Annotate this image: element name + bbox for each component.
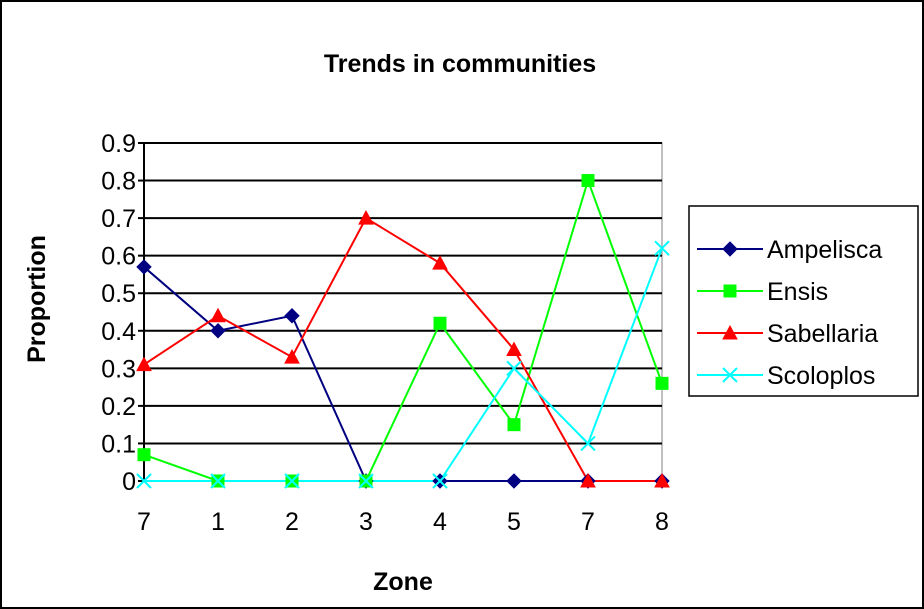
data-point-sabellaria xyxy=(654,472,670,488)
data-point-ampelisca xyxy=(284,308,300,324)
x-tick-label: 7 xyxy=(137,508,151,536)
legend-marker xyxy=(722,367,738,383)
x-tick-label: 3 xyxy=(359,508,373,536)
legend-label: Sabellaria xyxy=(767,320,878,348)
data-point-ensis xyxy=(137,448,151,462)
y-tick-labels: 0 0.1 0.2 0.3 0.4 0.5 0.6 0.7 0.8 0.9 xyxy=(101,130,136,496)
data-point-ensis xyxy=(433,316,447,330)
data-point-ampelisca xyxy=(210,323,226,339)
gridlines xyxy=(144,142,662,445)
legend-marker xyxy=(723,284,737,298)
data-point-scoloplos xyxy=(136,473,152,489)
y-tick-label: 0 xyxy=(122,468,136,496)
legend-marker xyxy=(722,241,738,257)
x-marker-stroke xyxy=(284,473,300,489)
data-point-ensis xyxy=(655,376,669,390)
chart-title: Trends in communities xyxy=(324,50,596,78)
data-point-scoloplos xyxy=(654,240,670,256)
y-tick-label: 0.7 xyxy=(101,205,136,233)
series-line-scoloplos xyxy=(144,247,663,482)
data-point-ensis xyxy=(581,174,595,188)
x-marker-stroke xyxy=(722,367,738,383)
y-tick-label: 0.3 xyxy=(101,355,136,383)
y-tick-label: 0.2 xyxy=(101,393,136,421)
y-tick-label: 0.1 xyxy=(101,430,136,458)
y-axis-title: Proportion xyxy=(23,235,51,363)
y-tick-label: 0.4 xyxy=(101,318,136,346)
x-marker-stroke xyxy=(580,435,596,452)
x-tick-label: 4 xyxy=(433,508,447,536)
legend-box xyxy=(688,205,919,397)
x-tick-label: 2 xyxy=(285,508,299,536)
data-point-ampelisca xyxy=(506,473,522,489)
legend-item: Scoloplos xyxy=(697,362,875,390)
data-point-scoloplos xyxy=(432,473,448,489)
plot-area xyxy=(143,142,663,482)
y-tick-label: 0.6 xyxy=(101,243,136,271)
data-point-scoloplos xyxy=(284,473,300,489)
y-tick-label: 0.8 xyxy=(101,168,136,196)
y-tick-label: 0.9 xyxy=(101,130,136,158)
data-point-sabellaria xyxy=(136,356,152,372)
legend: Ampelisca Ensis Sabellaria Scoloplos xyxy=(697,236,882,390)
x-tick-label: 8 xyxy=(655,508,669,536)
legend-item: Sabellaria xyxy=(697,320,878,348)
data-point-ampelisca xyxy=(136,259,152,275)
data-point-scoloplos xyxy=(210,473,226,489)
y-tick-label: 0.5 xyxy=(101,280,136,308)
data-point-scoloplos xyxy=(358,473,374,489)
x-marker-stroke xyxy=(432,473,448,489)
series-line-sabellaria xyxy=(143,216,662,482)
x-tick-labels: 7 1 2 3 4 5 7 8 xyxy=(137,508,669,536)
x-marker-stroke xyxy=(136,473,152,489)
legend-label: Scoloplos xyxy=(767,362,875,390)
data-point-sabellaria xyxy=(210,307,226,323)
x-axis-title: Zone xyxy=(373,568,433,596)
data-point-sabellaria xyxy=(432,255,448,270)
x-marker-stroke xyxy=(654,240,670,256)
x-marker-stroke xyxy=(358,473,374,489)
series-markers xyxy=(136,174,670,489)
series-lines xyxy=(143,177,663,482)
data-point-sabellaria xyxy=(284,349,300,364)
data-point-scoloplos xyxy=(506,360,522,377)
data-point-sabellaria xyxy=(580,472,596,488)
data-point-sabellaria xyxy=(506,341,522,357)
x-tick-label: 1 xyxy=(211,508,225,536)
x-tick-label: 5 xyxy=(507,508,521,536)
legend-item: Ensis xyxy=(697,278,828,306)
x-tick-label: 7 xyxy=(581,508,595,536)
legend-label: Ensis xyxy=(767,278,828,306)
legend-item: Ampelisca xyxy=(697,236,882,264)
x-marker-stroke xyxy=(210,473,226,489)
data-point-sabellaria xyxy=(358,210,374,225)
data-point-ensis xyxy=(507,418,521,432)
legend-label: Ampelisca xyxy=(767,236,882,264)
legend-marker xyxy=(722,324,738,340)
data-point-scoloplos xyxy=(580,435,596,452)
x-marker-stroke xyxy=(506,360,522,377)
